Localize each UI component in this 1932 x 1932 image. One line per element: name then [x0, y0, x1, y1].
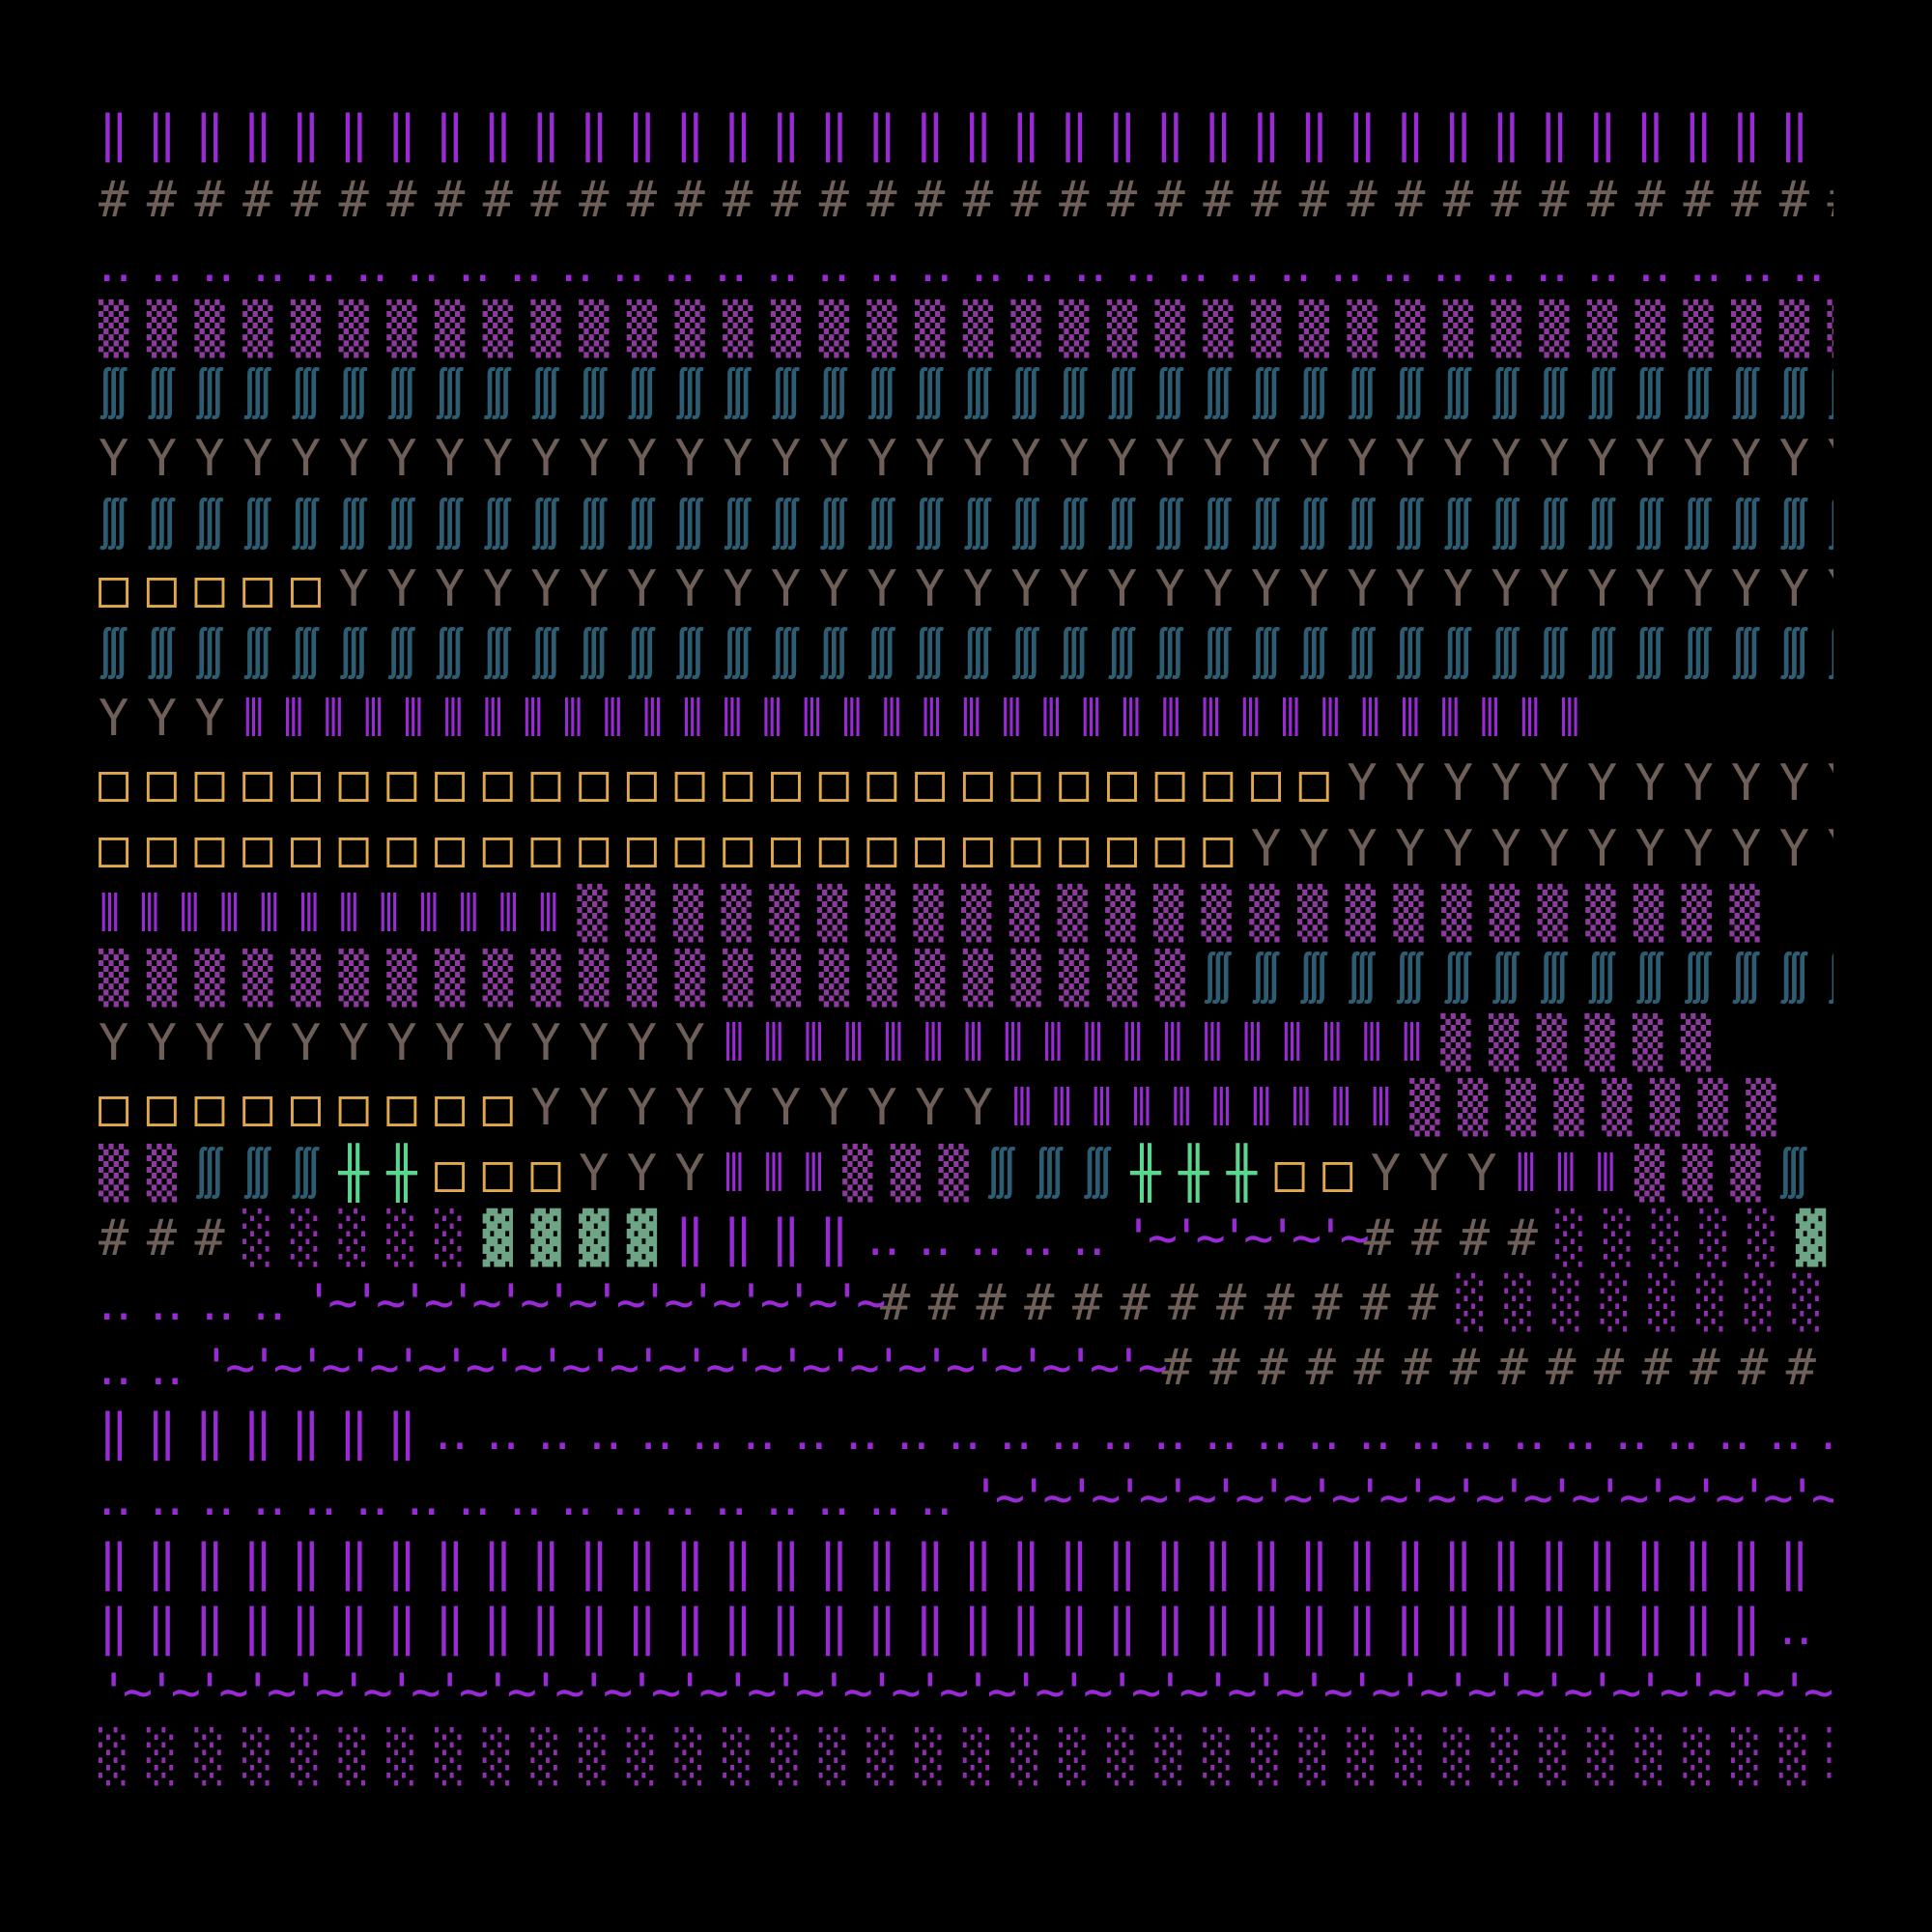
- glyph-run: ‖‖‖‖‖‖‖‖‖‖‖‖‖‖‖‖‖‖‖‖‖‖‖‖‖‖‖‖‖‖‖‖‖‖‖‖: [99, 105, 1828, 164]
- glyph-run: ▒▒▒▒▒▒▒▒▒▒▒▒▒▒▒▒▒▒▒▒▒▒▒▒▒▒▒▒▒▒▒▒▒▒▒▒▒: [99, 300, 1833, 358]
- glyph-run: ░░░░░░░░░░░░░░░░░░░░░░░░░░░░░░░░░░░░░: [99, 1728, 1833, 1787]
- glyph-row: ▒▒▒▒▒▒▒▒▒▒▒▒▒▒▒▒▒▒▒▒▒▒▒∭∭∭∭∭∭∭∭∭∭∭∭∭∭: [99, 947, 1833, 1011]
- glyph-row: □□□□□YYYYYYYYYYYYYYYYYYYYYYYYYYYYYYYY: [99, 557, 1833, 622]
- glyph-run: □□□□□□□□□□□□□□□□□□□□□□□□□□: [99, 754, 1348, 813]
- glyph-run: ▒▒▒: [1634, 1144, 1778, 1203]
- glyph-row: ░░░░░░░░░░░░░░░░░░░░░░░░░░░░░░░░░░░░░: [99, 1725, 1833, 1790]
- glyph-run: ∭∭∭: [194, 1144, 339, 1203]
- glyph-row: ‥‥‥‥‥‥‥‥‥‥‥‥‥‥‥‥‥'~'~'~'~'~'~'~'~'~'~'~'…: [99, 1466, 1833, 1531]
- glyph-run: ‖‖‖‖: [674, 1208, 867, 1267]
- glyph-row: ▒▒∭∭∭╫╫□□□YYY⦀⦀⦀▒▒▒∭∭∭╫╫╫□□YYY⦀⦀⦀▒▒▒∭: [99, 1142, 1833, 1207]
- glyph-run: ‖‖‖‖‖‖‖‖‖‖‖‖‖‖‖‖‖‖‖‖‖‖‖‖‖‖‖‖‖‖‖‖‖‖‖: [99, 1599, 1779, 1657]
- glyph-row: '~'~'~'~'~'~'~'~'~'~'~'~'~'~'~'~'~'~'~'~…: [99, 1661, 1833, 1725]
- glyph-run: ▒▒▒: [842, 1144, 987, 1203]
- glyph-row: YYYYYYYYYYYYYYYYYYYYYYYYYYYYYYYYYYYYY: [99, 427, 1833, 492]
- glyph-run: '~'~'~'~'~'~'~'~'~'~'~'~'~'~'~'~'~'~'~'~: [201, 1339, 1168, 1398]
- glyph-run: '~'~'~'~'~: [1122, 1208, 1370, 1267]
- glyph-run: ∭∭∭: [986, 1144, 1131, 1203]
- glyph-run: □□□□□□□□□: [99, 1079, 531, 1138]
- glyph-row: ‥‥‥‥'~'~'~'~'~'~'~'~'~'~'~'~############…: [99, 1271, 1833, 1336]
- glyph-row: □□□□□□□□□□□□□□□□□□□□□□□□□□YYYYYYYYYYY: [99, 752, 1833, 816]
- glyph-run: ∭∭∭∭∭∭∭∭∭∭∭∭∭∭∭∭∭∭∭∭∭∭∭∭∭∭∭∭∭∭∭∭∭∭∭∭∭: [99, 365, 1833, 424]
- glyph-run: YYYYYYYYYYY: [1347, 754, 1833, 813]
- glyph-run: ▓▓▓▓: [482, 1208, 675, 1267]
- glyph-row: ‖‖‖‖‖‖‖‖‖‖‖‖‖‖‖‖‖‖‖‖‖‖‖‖‖‖‖‖‖‖‖‖‖‖‖‖: [99, 1531, 1833, 1596]
- glyph-run: YYY: [99, 690, 243, 749]
- glyph-run: ▒▒▒▒▒▒▒▒▒▒▒▒▒▒▒▒▒▒▒▒▒▒▒: [99, 950, 1204, 1008]
- glyph-run: YYYYYYYYYYYYY: [99, 1014, 724, 1073]
- glyph-row: ‖‖‖‖‖‖‖‖‖‖‖‖‖‖‖‖‖‖‖‖‖‖‖‖‖‖‖‖‖‖‖‖‖‖‖‖: [99, 102, 1833, 167]
- glyph-run: ‥‥‥‥‥‥‥‥‥‥‥‥‥‥‥‥‥‥‥‥‥‥‥‥‥‥‥‥‥‥‥‥‥‥‥‥‥: [99, 235, 1833, 294]
- glyph-run: ⦀⦀⦀⦀⦀⦀⦀⦀⦀⦀⦀⦀⦀⦀⦀⦀⦀⦀⦀⦀⦀⦀⦀⦀⦀⦀⦀⦀⦀⦀⦀⦀⦀⦀: [242, 690, 1599, 749]
- glyph-run: ▒▒▒▒▒▒▒▒▒▒▒▒▒▒▒▒▒▒▒▒▒▒▒▒▒: [577, 884, 1778, 943]
- glyph-run: ###############: [1161, 1339, 1834, 1398]
- glyph-run: ╫╫: [338, 1144, 435, 1203]
- glyph-row: ▒▒▒▒▒▒▒▒▒▒▒▒▒▒▒▒▒▒▒▒▒▒▒▒▒▒▒▒▒▒▒▒▒▒▒▒▒: [99, 298, 1833, 362]
- glyph-run: ⦀⦀⦀⦀⦀⦀⦀⦀⦀⦀: [1010, 1079, 1410, 1138]
- glyph-run: ░░░░░: [242, 1208, 483, 1267]
- glyph-run: □□□: [434, 1144, 580, 1203]
- glyph-row: □□□□□□□□□YYYYYYYYYY⦀⦀⦀⦀⦀⦀⦀⦀⦀⦀▒▒▒▒▒▒▒▒: [99, 1076, 1833, 1141]
- glyph-run: ∭∭∭∭∭∭∭∭∭∭∭∭∭∭∭∭∭∭∭∭∭∭∭∭∭∭∭∭∭∭∭∭∭∭∭∭∭: [99, 625, 1833, 683]
- glyph-run: ⦀⦀⦀⦀⦀⦀⦀⦀⦀⦀⦀⦀: [99, 884, 578, 943]
- glyph-run: YYYYYYYYYYYYY: [1250, 819, 1833, 878]
- glyph-run: ‥‥‥‥‥‥‥‥‥‥‥‥‥‥‥‥‥: [99, 1468, 971, 1527]
- glyph-run: ▒▒▒▒▒▒▒▒: [1409, 1079, 1794, 1138]
- glyph-run: ▒▒: [99, 1144, 195, 1203]
- glyph-run: ░░░░░░░░░: [1456, 1274, 1833, 1332]
- glyph-run: YYYYYYYYYYYYYYYYYYYYYYYYYYYYYYYYYYYYY: [99, 430, 1833, 489]
- glyph-row: ‖‖‖‖‖‖‖‥‥‥‥‥‥‥‥‥‥‥‥‥‥‥‥‥‥‥‥‥‥‥‥‥‥‥‥'~'~: [99, 1401, 1833, 1465]
- glyph-run: □□□□□□□□□□□□□□□□□□□□□□□□: [99, 819, 1251, 878]
- glyph-run: YYY: [1370, 1144, 1515, 1203]
- glyph-row: □□□□□□□□□□□□□□□□□□□□□□□□YYYYYYYYYYYYY: [99, 817, 1833, 882]
- glyph-run: ∭∭∭∭∭∭∭∭∭∭∭∭∭∭: [1203, 950, 1833, 1008]
- glyph-row: ∭∭∭∭∭∭∭∭∭∭∭∭∭∭∭∭∭∭∭∭∭∭∭∭∭∭∭∭∭∭∭∭∭∭∭∭∭: [99, 362, 1833, 427]
- glyph-row: ∭∭∭∭∭∭∭∭∭∭∭∭∭∭∭∭∭∭∭∭∭∭∭∭∭∭∭∭∭∭∭∭∭∭∭∭∭: [99, 622, 1833, 687]
- glyph-run: ∭∭∭∭∭∭∭∭∭∭∭∭∭∭∭∭∭∭∭∭∭∭∭∭∭∭∭∭∭∭∭∭∭∭∭∭∭: [99, 495, 1833, 554]
- glyph-row: YYYYYYYYYYYYY⦀⦀⦀⦀⦀⦀⦀⦀⦀⦀⦀⦀⦀⦀⦀⦀⦀⦀▒▒▒▒▒▒: [99, 1011, 1833, 1076]
- glyph-run: ░░░░░: [1555, 1208, 1796, 1267]
- glyph-run: ▓▓: [1795, 1208, 1833, 1267]
- glyph-run: YYYYYYYYYY: [530, 1079, 1011, 1138]
- glyph-row: ###░░░░░▓▓▓▓‖‖‖‖‥‥‥‥‥'~'~'~'~'~####░░░░░…: [99, 1207, 1833, 1271]
- glyph-run: ############: [880, 1274, 1457, 1332]
- glyph-run: □□□□□: [99, 559, 339, 618]
- glyph-row: ∭∭∭∭∭∭∭∭∭∭∭∭∭∭∭∭∭∭∭∭∭∭∭∭∭∭∭∭∭∭∭∭∭∭∭∭∭: [99, 493, 1833, 557]
- glyph-row: ‖‖‖‖‖‖‖‖‖‖‖‖‖‖‖‖‖‖‖‖‖‖‖‖‖‖‖‖‖‖‖‖‖‖‖‥‥: [99, 1596, 1833, 1661]
- glyph-run: ⦀⦀⦀⦀⦀⦀⦀⦀⦀⦀⦀⦀⦀⦀⦀⦀⦀⦀: [723, 1014, 1441, 1073]
- glyph-run: ‖‖‖‖‖‖‖: [99, 1404, 435, 1463]
- glyph-run: ⦀⦀⦀: [1514, 1144, 1634, 1203]
- glyph-row: ‥‥‥‥‥‥‥‥‥‥‥‥‥‥‥‥‥‥‥‥‥‥‥‥‥‥‥‥‥‥‥‥‥‥‥‥‥: [99, 233, 1833, 298]
- glyph-row: ⦀⦀⦀⦀⦀⦀⦀⦀⦀⦀⦀⦀▒▒▒▒▒▒▒▒▒▒▒▒▒▒▒▒▒▒▒▒▒▒▒▒▒: [99, 882, 1833, 947]
- glyph-run: YYY: [579, 1144, 724, 1203]
- glyph-run: '~'~'~'~'~'~'~'~'~'~'~'~: [303, 1274, 886, 1332]
- glyph-run: ###: [99, 1208, 243, 1267]
- glyph-row: ‥‥'~'~'~'~'~'~'~'~'~'~'~'~'~'~'~'~'~'~'~…: [99, 1336, 1833, 1401]
- glyph-run: □□: [1274, 1144, 1371, 1203]
- glyph-run: ▒▒▒▒▒▒: [1440, 1014, 1729, 1073]
- glyph-run: ‖‖‖‖‖‖‖‖‖‖‖‖‖‖‖‖‖‖‖‖‖‖‖‖‖‖‖‖‖‖‖‖‖‖‖‖: [99, 1533, 1828, 1592]
- glyph-run: ‥‥‥‥‥‥‥‥‥‥‥‥‥‥‥‥‥‥‥‥‥‥‥‥‥‥‥‥: [434, 1404, 1833, 1463]
- glyph-run: ╫╫╫: [1130, 1144, 1275, 1203]
- glyph-run: ‥‥‥‥‥: [867, 1208, 1123, 1267]
- glyph-row: #####################################: [99, 168, 1833, 233]
- glyph-run: '~'~'~'~'~'~'~'~'~'~'~'~'~'~'~'~'~'~'~'~: [970, 1468, 1833, 1527]
- glyph-run: ‥‥: [99, 1339, 202, 1398]
- glyph-run: YYYYYYYYYYYYYYYYYYYYYYYYYYYYYYYY: [338, 559, 1833, 618]
- glyph-row: YYY⦀⦀⦀⦀⦀⦀⦀⦀⦀⦀⦀⦀⦀⦀⦀⦀⦀⦀⦀⦀⦀⦀⦀⦀⦀⦀⦀⦀⦀⦀⦀⦀⦀⦀: [99, 687, 1833, 752]
- glyph-run: ####: [1363, 1208, 1556, 1267]
- glyph-run: ‥‥‥‥: [99, 1274, 304, 1332]
- glyph-run: ⦀⦀⦀: [723, 1144, 843, 1203]
- glyph-run: #####################################: [99, 170, 1833, 229]
- glyph-run: ∭: [1777, 1144, 1827, 1203]
- glyph-run: ‥‥: [1778, 1599, 1833, 1657]
- glyph-run: '~'~'~'~'~'~'~'~'~'~'~'~'~'~'~'~'~'~'~'~…: [99, 1663, 1833, 1722]
